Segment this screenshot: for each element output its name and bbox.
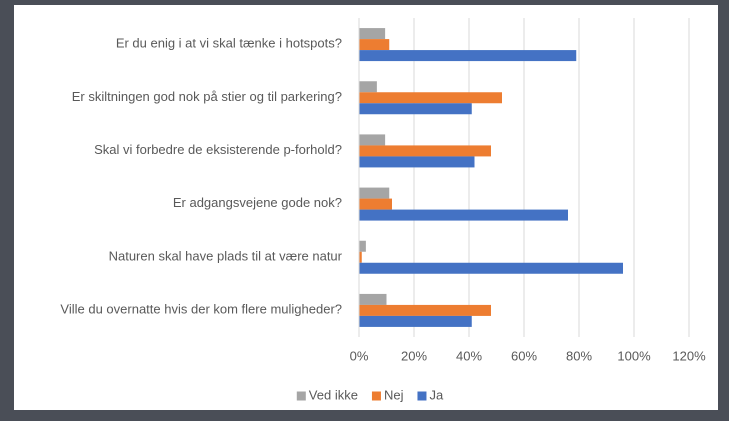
x-tick-label: 0% [350, 348, 369, 363]
bar [359, 145, 491, 157]
bar [359, 315, 472, 327]
bar [359, 262, 623, 274]
legend-swatch [417, 391, 427, 401]
y-tick-label: Ville du overnatte hvis der kom flere mu… [60, 302, 342, 317]
y-tick-label: Naturen skal have plads til at være natu… [109, 249, 343, 264]
x-tick-label: 60% [511, 348, 537, 363]
legend-label: Ved ikke [309, 387, 358, 402]
bar [359, 92, 502, 104]
bar [359, 251, 362, 263]
x-tick-label: 120% [672, 348, 706, 363]
y-tick-label: Er adgangsvejene gode nok? [173, 196, 342, 211]
x-tick-label: 20% [401, 348, 427, 363]
bar [359, 198, 392, 210]
bar [359, 134, 386, 146]
bar [359, 293, 387, 305]
bar [359, 103, 472, 115]
y-tick-label: Skal vi forbedre de eksisterende p-forho… [94, 142, 342, 157]
x-tick-label: 40% [456, 348, 482, 363]
legend-label: Nej [384, 387, 404, 402]
bar [359, 304, 491, 316]
bar [359, 28, 386, 40]
x-tick-label: 100% [617, 348, 651, 363]
y-tick-label: Er skiltningen god nok på stier og til p… [72, 89, 342, 104]
bar [359, 156, 475, 168]
x-tick-label: 80% [566, 348, 592, 363]
y-tick-label: Er du enig i at vi skal tænke i hotspots… [116, 36, 342, 51]
legend-label: Ja [429, 387, 444, 402]
legend-swatch [296, 391, 306, 401]
legend-swatch [371, 391, 381, 401]
bar [359, 39, 390, 51]
bar [359, 81, 377, 93]
bar [359, 50, 577, 62]
bar [359, 240, 366, 252]
bar [359, 209, 568, 221]
bar [359, 187, 390, 199]
